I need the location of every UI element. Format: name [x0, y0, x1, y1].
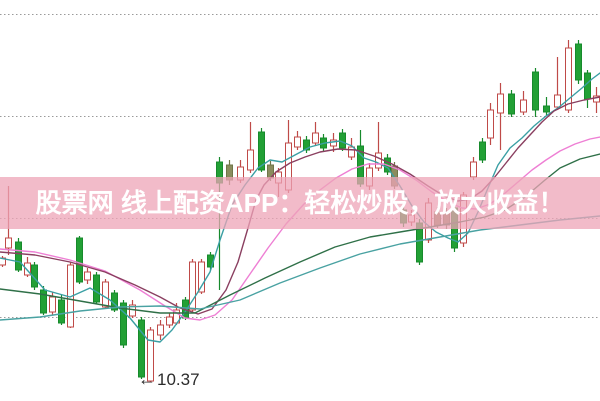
- ad-banner: 股票网 线上配资APP：轻松炒股，放大收益！: [0, 177, 600, 229]
- low-price-annotation: ← 10.37: [138, 370, 200, 388]
- ma-fast-teal: [0, 72, 600, 343]
- left-arrow-icon: ←: [138, 369, 156, 389]
- ma-magenta: [0, 136, 600, 321]
- low-price-value: 10.37: [157, 369, 200, 389]
- ad-banner-text: 股票网 线上配资APP：轻松炒股，放大收益！: [35, 188, 565, 218]
